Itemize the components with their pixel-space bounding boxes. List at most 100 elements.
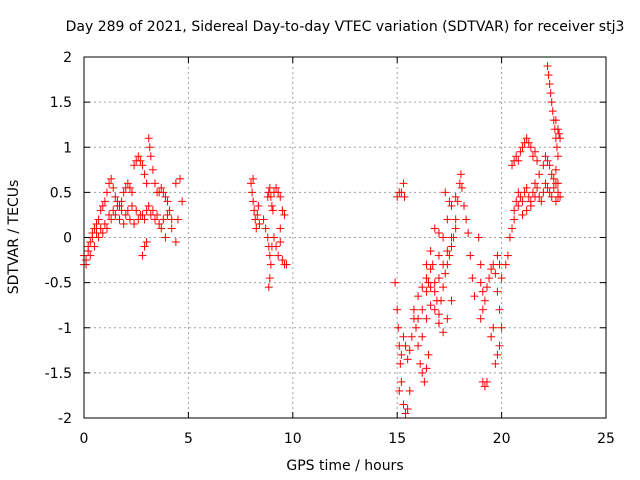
data-point — [254, 201, 263, 210]
data-point — [520, 188, 529, 197]
data-point — [441, 188, 450, 197]
data-point — [94, 215, 103, 224]
data-point — [526, 201, 535, 210]
data-point — [394, 323, 403, 332]
data-point — [464, 228, 473, 237]
data-point — [100, 219, 109, 228]
y-tick-label: -1.5 — [45, 366, 72, 382]
data-point — [439, 233, 448, 242]
data-point — [546, 89, 555, 98]
data-point — [418, 283, 427, 292]
data-point — [505, 233, 514, 242]
data-point — [111, 192, 120, 201]
data-point — [418, 368, 427, 377]
data-point — [447, 242, 456, 251]
data-point — [119, 188, 128, 197]
data-point — [128, 188, 137, 197]
data-point — [495, 341, 504, 350]
data-point — [161, 192, 170, 201]
data-point — [493, 350, 502, 359]
data-point — [445, 197, 454, 206]
data-point — [426, 301, 435, 310]
data-point — [155, 219, 164, 228]
data-point — [497, 274, 506, 283]
data-point — [393, 305, 402, 314]
data-point — [265, 274, 274, 283]
data-point — [171, 179, 180, 188]
data-point — [418, 305, 427, 314]
data-point — [159, 188, 168, 197]
data-point — [551, 165, 560, 174]
data-point — [543, 156, 552, 165]
y-tick-label: -2 — [58, 411, 72, 427]
data-point — [90, 242, 99, 251]
y-axis-label: SDTVAR / TECUs — [6, 180, 22, 295]
data-point — [487, 332, 496, 341]
data-point — [167, 224, 176, 233]
data-point — [528, 188, 537, 197]
data-points — [80, 62, 565, 418]
data-point — [522, 134, 531, 143]
data-point — [249, 197, 258, 206]
data-point — [268, 206, 277, 215]
x-tick-label: 5 — [184, 431, 193, 447]
y-tick-label: 0 — [63, 231, 72, 247]
data-point — [468, 274, 477, 283]
data-point — [123, 206, 132, 215]
data-point — [547, 98, 556, 107]
data-point — [503, 251, 512, 260]
data-point — [140, 242, 149, 251]
data-point — [508, 224, 517, 233]
data-point — [455, 179, 464, 188]
data-point — [92, 219, 101, 228]
data-point — [497, 323, 506, 332]
data-point — [82, 260, 91, 269]
data-point — [514, 156, 523, 165]
chart-title: Day 289 of 2021, Sidereal Day-to-day VTE… — [66, 19, 625, 35]
data-point — [252, 224, 261, 233]
data-point — [119, 219, 128, 228]
data-point — [426, 265, 435, 274]
data-point — [278, 256, 287, 265]
data-point — [142, 238, 151, 247]
data-point — [480, 382, 489, 391]
data-point — [447, 201, 456, 210]
data-point — [414, 314, 423, 323]
data-point — [553, 125, 562, 134]
data-point — [266, 260, 275, 269]
data-point — [555, 129, 564, 138]
data-point — [399, 400, 408, 409]
data-point — [411, 323, 420, 332]
data-point — [495, 305, 504, 314]
data-point — [501, 260, 510, 269]
data-point — [424, 350, 433, 359]
x-axis-label: GPS time / hours — [286, 458, 403, 474]
data-point — [443, 314, 452, 323]
data-point — [150, 215, 159, 224]
data-point — [553, 192, 562, 201]
data-point — [86, 238, 95, 247]
data-point — [282, 260, 291, 269]
data-point — [414, 292, 423, 301]
data-point — [514, 201, 523, 210]
data-point — [533, 156, 542, 165]
data-point — [545, 161, 554, 170]
data-point — [130, 219, 139, 228]
data-point — [480, 296, 489, 305]
data-point — [157, 183, 166, 192]
data-point — [443, 215, 452, 224]
data-point — [280, 210, 289, 219]
data-point — [422, 274, 431, 283]
data-point — [397, 350, 406, 359]
data-point — [434, 274, 443, 283]
data-point — [178, 197, 187, 206]
data-point — [549, 183, 558, 192]
data-point — [161, 233, 170, 242]
data-point — [437, 296, 446, 305]
data-point — [159, 215, 168, 224]
data-point — [414, 341, 423, 350]
data-point — [145, 143, 154, 152]
data-point — [434, 310, 443, 319]
data-point — [105, 179, 114, 188]
